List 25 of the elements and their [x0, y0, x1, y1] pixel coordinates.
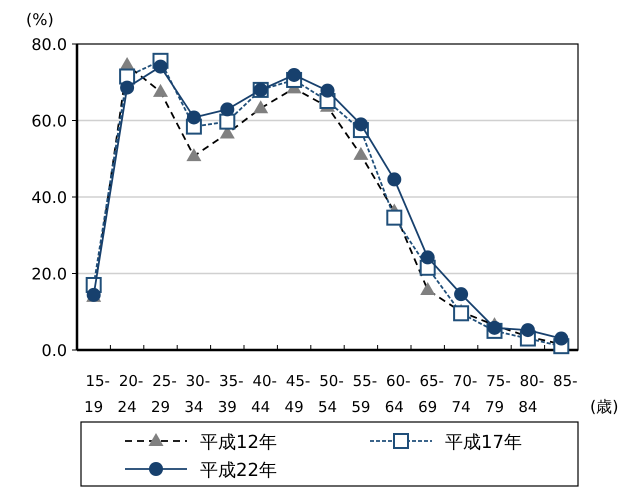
x-tick-label: 30-34	[184, 372, 210, 416]
x-tick-label: 20-24	[118, 372, 144, 416]
x-tick-label: 45-49	[284, 372, 310, 416]
y-tick-label: 80.0	[31, 35, 67, 54]
x-tick-label: 65-69	[418, 372, 444, 416]
x-tick-label: 15-19	[84, 372, 110, 416]
x-tick-label: 85-	[553, 372, 578, 390]
x-tick-label: 60-64	[384, 372, 411, 416]
x-tick-label: 25-29	[150, 372, 177, 416]
legend-label: 平成12年	[200, 432, 277, 453]
x-tick-label: 40-44	[251, 372, 277, 416]
y-tick-label: 20.0	[31, 264, 67, 284]
x-tick-label: 75-79	[484, 372, 511, 416]
x-tick-label: 50-54	[318, 372, 344, 416]
x-tick-label: 80-84	[518, 372, 544, 416]
legend-label: 平成22年	[200, 460, 277, 481]
y-tick-label: 60.0	[31, 112, 67, 130]
legend-label: 平成17年	[445, 432, 522, 453]
x-tick-label: 35-39	[218, 372, 244, 416]
x-tick-label: 70-74	[452, 372, 478, 416]
x-axis-title: (歳)	[590, 397, 618, 416]
y-tick-label: 40.0	[31, 188, 67, 207]
y-axis-title: (%)	[26, 10, 54, 29]
y-tick-label: 0.0	[42, 341, 67, 360]
x-tick-label: 55-59	[351, 372, 378, 416]
